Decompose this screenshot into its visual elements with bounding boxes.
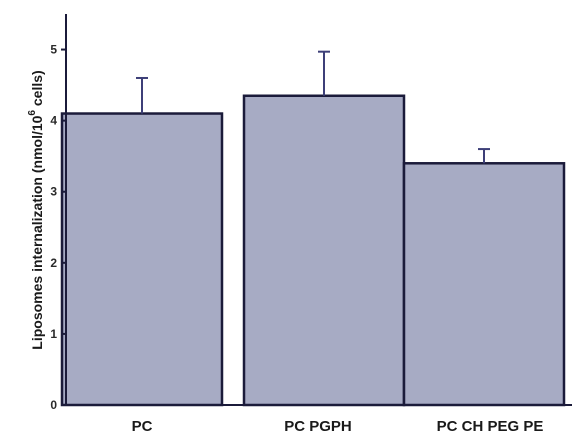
bar-pc [60, 112, 224, 407]
y-axis-title-superscript: 6 [27, 110, 38, 116]
y-tick-label: 0 [50, 398, 57, 412]
x-category-label: PC [132, 418, 153, 435]
error-bar [136, 76, 148, 114]
y-tick-label: 4 [50, 114, 57, 128]
bar-pc-ch-peg-pe [402, 162, 566, 407]
y-axis-title: Liposomes internalization (nmol/106 cell… [27, 70, 45, 349]
y-tick-label: 2 [50, 256, 57, 270]
y-tick-label: 1 [50, 327, 57, 341]
bars-group [60, 94, 566, 407]
y-ticks-group: 0 1 2 3 4 5 [50, 43, 66, 412]
y-tick-label: 3 [50, 185, 57, 199]
error-bar [478, 148, 490, 164]
y-axis-title-main: Liposomes internalization (nmol/10 [29, 115, 45, 349]
error-bars-group [136, 50, 490, 164]
y-tick-label: 5 [50, 43, 57, 57]
x-category-label: PC PGPH [284, 418, 352, 435]
x-category-label: PC CH PEG PE [437, 418, 544, 435]
error-bar [318, 50, 330, 96]
x-labels-group: PC PC PGPH PC CH PEG PE [132, 418, 544, 435]
y-axis-title-suffix: cells) [29, 70, 45, 110]
bar-pc-pgph [242, 94, 406, 407]
